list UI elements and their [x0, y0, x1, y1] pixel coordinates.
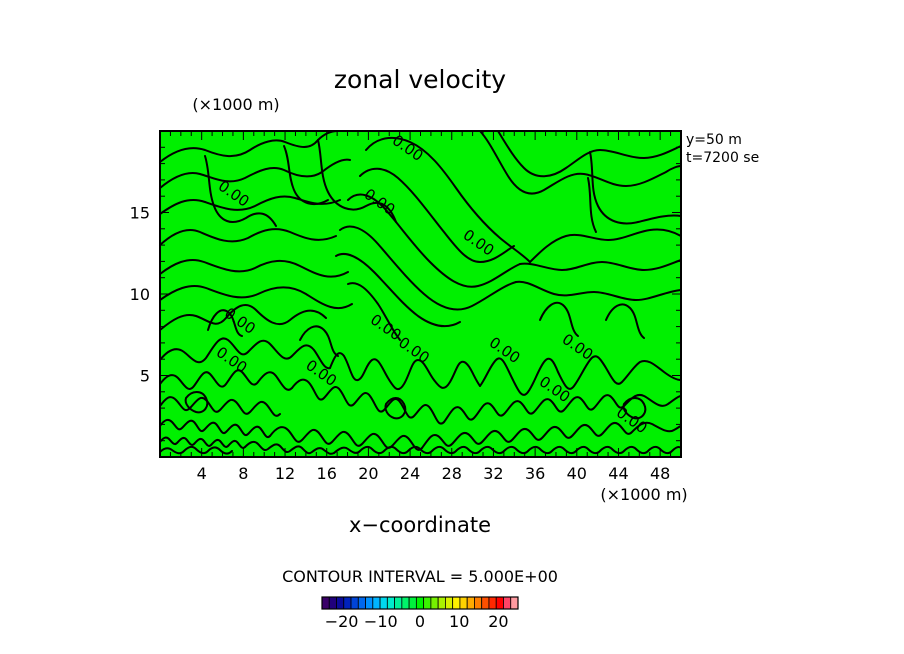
colorbar-tick-label: 0: [415, 612, 425, 631]
x-tick-label: 36: [525, 464, 545, 483]
x-tick-label: 24: [400, 464, 420, 483]
y-axis-unit: (×1000 m): [192, 95, 279, 114]
colorbar-swatch: [401, 596, 410, 610]
y-axis-ticks: 5 10 15: [130, 146, 681, 442]
colorbar-swatch: [466, 596, 475, 610]
colorbar-swatch: [430, 596, 439, 610]
x-tick-label: 44: [608, 464, 628, 483]
colorbar-swatch: [365, 596, 374, 610]
x-tick-label: 28: [442, 464, 462, 483]
colorbar-swatch: [350, 596, 359, 610]
x-axis-label: x−coordinate: [349, 513, 491, 537]
x-tick-label: 16: [317, 464, 337, 483]
info-line-position: y=50 m: [686, 132, 742, 148]
x-axis-unit: (×1000 m): [600, 485, 687, 504]
info-line-time: t=7200 se: [686, 150, 759, 166]
colorbar-swatch: [343, 596, 352, 610]
colorbar-tick-labels: −20 −10 0 10 20: [325, 612, 509, 631]
y-tick-label: 15: [130, 204, 150, 223]
colorbar-tick-label: 10: [449, 612, 469, 631]
colorbar-swatch: [357, 596, 366, 610]
colorbar-swatch: [488, 596, 497, 610]
colorbar-tick-label: 20: [488, 612, 508, 631]
colorbar-swatch: [372, 596, 381, 610]
x-tick-label: 48: [650, 464, 670, 483]
colorbar-swatch: [408, 596, 417, 610]
colorbar-swatch: [503, 596, 512, 610]
colorbar-swatch: [328, 596, 337, 610]
colorbar-swatch: [437, 596, 446, 610]
colorbar-swatch: [336, 596, 345, 610]
chart-title: zonal velocity: [334, 65, 506, 94]
colorbar-swatch: [481, 596, 490, 610]
colorbar-swatch: [459, 596, 468, 610]
x-tick-label: 40: [567, 464, 587, 483]
x-tick-label: 32: [483, 464, 503, 483]
colorbar-swatch: [394, 596, 403, 610]
x-axis-ticks: 4 8 12 16 20 24 28 32 36 40 44 48: [169, 131, 672, 483]
colorbar-swatch: [379, 596, 388, 610]
x-tick-label: 12: [275, 464, 295, 483]
contour-field-background: [160, 131, 681, 457]
colorbar: [321, 596, 519, 610]
x-tick-label: 8: [238, 464, 248, 483]
colorbar-swatch: [386, 596, 395, 610]
x-tick-label: 4: [197, 464, 207, 483]
y-tick-label: 10: [130, 285, 150, 304]
colorbar-swatch: [321, 596, 330, 610]
colorbar-frame: [321, 596, 519, 610]
colorbar-swatch: [474, 596, 483, 610]
x-tick-label: 20: [358, 464, 378, 483]
colorbar-swatch: [452, 596, 461, 610]
contour-lines: [159, 130, 682, 455]
colorbar-tick-label: −20: [325, 612, 359, 631]
colorbar-swatch: [445, 596, 454, 610]
colorbar-swatch: [510, 596, 519, 610]
y-tick-label: 5: [140, 367, 150, 386]
contour-interval-label: CONTOUR INTERVAL = 5.000E+00: [282, 567, 558, 586]
colorbar-tick-label: −10: [364, 612, 398, 631]
colorbar-swatch: [495, 596, 504, 610]
info-block: y=50 m t=7200 se: [686, 132, 759, 166]
colorbar-swatch: [423, 596, 432, 610]
colorbar-swatch: [415, 596, 425, 610]
